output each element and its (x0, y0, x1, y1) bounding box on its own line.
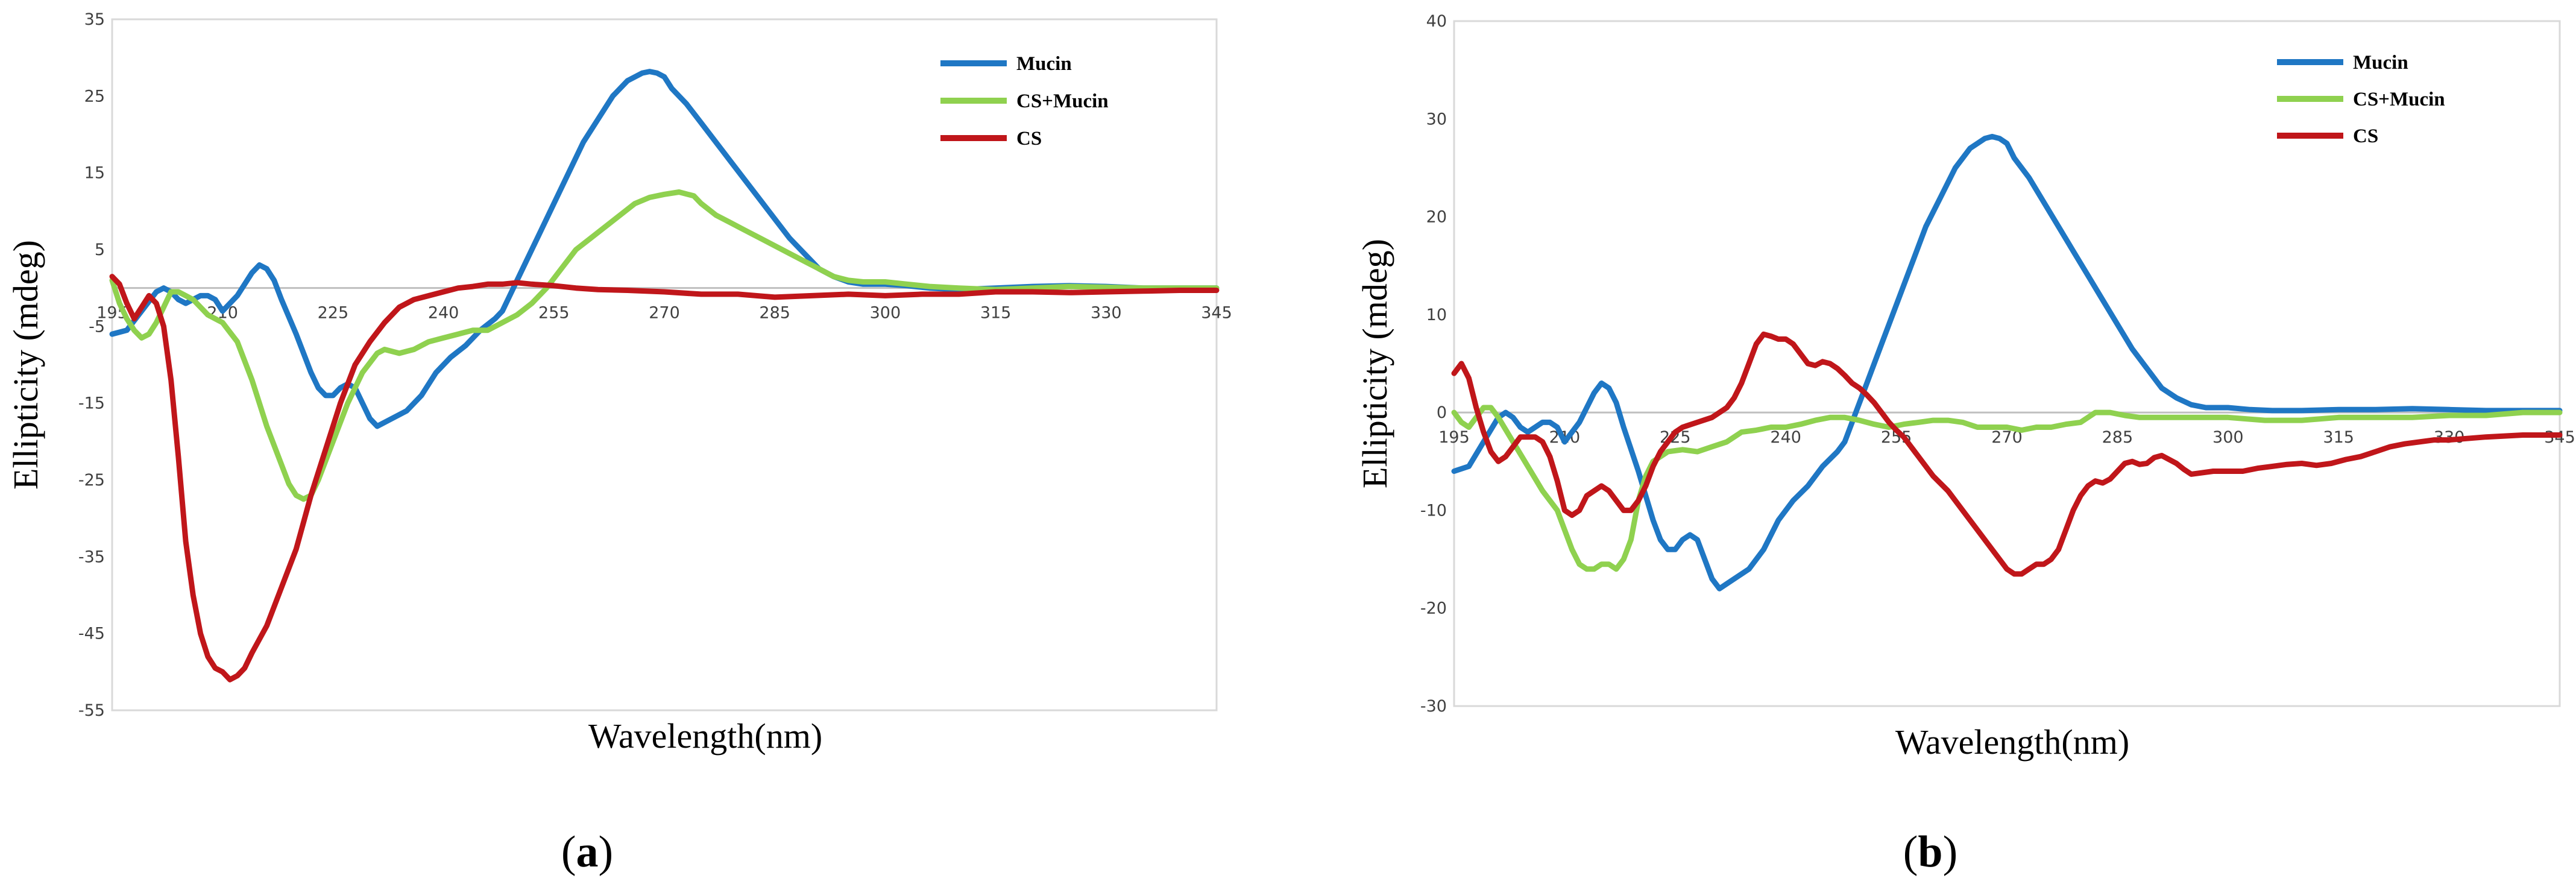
panel-label: (b) (1903, 827, 1957, 877)
x-tick-label: 330 (1091, 304, 1122, 323)
x-tick-label: 270 (649, 304, 680, 323)
y-tick-label: -20 (1420, 599, 1447, 618)
series-lines (109, 69, 1220, 683)
y-tick-label: 30 (1426, 110, 1447, 128)
y-axis-title: Ellipticity (mdeg) (6, 240, 45, 490)
x-tick-label: 315 (980, 304, 1012, 323)
series-line-cs-mucin (109, 189, 1220, 502)
legend-label: CS (1016, 128, 1042, 150)
y-tick-labels: 35 25 15 5 -5 -15 -25 -35 -45 -55 (78, 10, 105, 720)
y-tick-labels: 40 30 20 10 0 -10 -20 -30 (1420, 12, 1447, 716)
chart-panel-a: 35 25 15 5 -5 -15 -25 -35 -45 -55 195 210 225 240 255… (6, 10, 1232, 877)
x-axis-title: Wavelength(nm) (1895, 722, 2129, 762)
y-tick-label: -30 (1420, 697, 1447, 716)
y-tick-label: 0 (1437, 403, 1447, 422)
y-tick-label: 20 (1426, 208, 1447, 227)
legend-label: CS (2353, 125, 2378, 147)
chart-panel-b: 40 30 20 10 0 -10 -20 -30 195 210 225 240 255 270 285… (1288, 0, 2576, 893)
series-lines (1451, 134, 2563, 592)
legend-label: Mucin (2353, 52, 2408, 74)
y-tick-label: -45 (78, 625, 105, 643)
legend-label: CS+Mucin (1016, 90, 1109, 112)
x-tick-label: 285 (759, 304, 790, 323)
y-tick-label: 35 (84, 10, 105, 29)
series-line-cs (1451, 331, 2563, 577)
x-tick-label: 345 (1201, 304, 1232, 323)
y-tick-label: 10 (1426, 306, 1447, 324)
y-tick-label: 40 (1426, 12, 1447, 31)
x-tick-label: 285 (2102, 428, 2134, 447)
legend: Mucin CS+Mucin CS (940, 53, 1109, 150)
panel-label: (a) (561, 827, 613, 877)
x-tick-label: 240 (428, 304, 459, 323)
panel-letter: a (576, 827, 599, 877)
series-line-cs-mucin (1451, 405, 2563, 572)
series-line-cs (109, 274, 1220, 683)
legend: Mucin CS+Mucin CS (2277, 52, 2445, 147)
plot-area-border (1453, 20, 2561, 707)
y-tick-label: -5 (89, 317, 105, 336)
series-line-mucin (1451, 134, 2563, 592)
x-tick-label: 225 (318, 304, 349, 323)
y-tick-label: -55 (78, 701, 105, 720)
x-tick-label: 195 (1438, 428, 1470, 447)
y-tick-label: -25 (78, 471, 105, 490)
x-tick-label: 315 (2323, 428, 2354, 447)
x-tick-label: 300 (870, 304, 901, 323)
x-axis-title: Wavelength(nm) (588, 716, 822, 756)
y-tick-label: 15 (84, 164, 105, 183)
panel-letter: b (1918, 827, 1942, 877)
y-tick-label: 25 (84, 87, 105, 106)
x-tick-label: 255 (538, 304, 570, 323)
legend-label: Mucin (1016, 53, 1072, 75)
legend-label: CS+Mucin (2353, 89, 2445, 110)
y-tick-label: -10 (1420, 501, 1447, 520)
y-tick-label: 5 (95, 241, 105, 259)
plot-area-border (111, 18, 1218, 712)
x-tick-label: 300 (2212, 428, 2244, 447)
y-tick-label: -35 (78, 547, 105, 566)
x-tick-label: 240 (1770, 428, 1801, 447)
y-tick-label: -15 (78, 394, 105, 413)
y-axis-title: Ellipticity (mdeg) (1355, 239, 1394, 488)
